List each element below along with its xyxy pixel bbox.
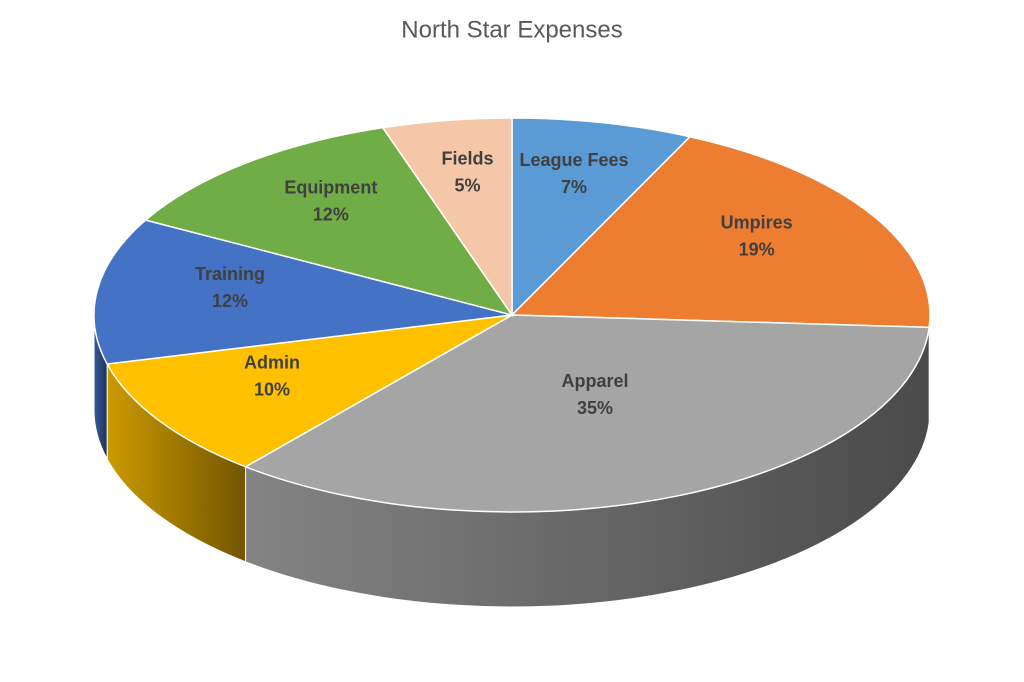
slice-value-label: 12%: [212, 291, 248, 311]
slice-label: Apparel: [561, 371, 628, 391]
slice-value-label: 35%: [577, 398, 613, 418]
slice-label: Fields: [442, 148, 494, 168]
pie-tops: [93, 117, 931, 513]
slice: [144, 126, 514, 317]
slice: [93, 219, 513, 365]
slice-value-label: 19%: [739, 240, 775, 260]
slice-label: League Fees: [519, 150, 628, 170]
slice-value-label: 5%: [455, 175, 481, 195]
slice: [511, 117, 692, 317]
slice: [243, 314, 931, 513]
slice-label: Equipment: [284, 178, 377, 198]
slice: [510, 135, 931, 329]
slice-value-label: 10%: [254, 380, 290, 400]
slice-label: Training: [195, 264, 265, 284]
pie-labels: League Fees 7% Umpires 19% Apparel 35% Admin 10…: [195, 148, 793, 418]
slice: [381, 117, 513, 318]
slice-value-label: 7%: [561, 177, 587, 197]
slice-label: Admin: [244, 353, 300, 373]
slice-value-label: 12%: [313, 205, 349, 225]
slice-label: Umpires: [721, 213, 793, 233]
slice: [105, 314, 513, 468]
chart-title: North Star Expenses: [401, 16, 622, 43]
